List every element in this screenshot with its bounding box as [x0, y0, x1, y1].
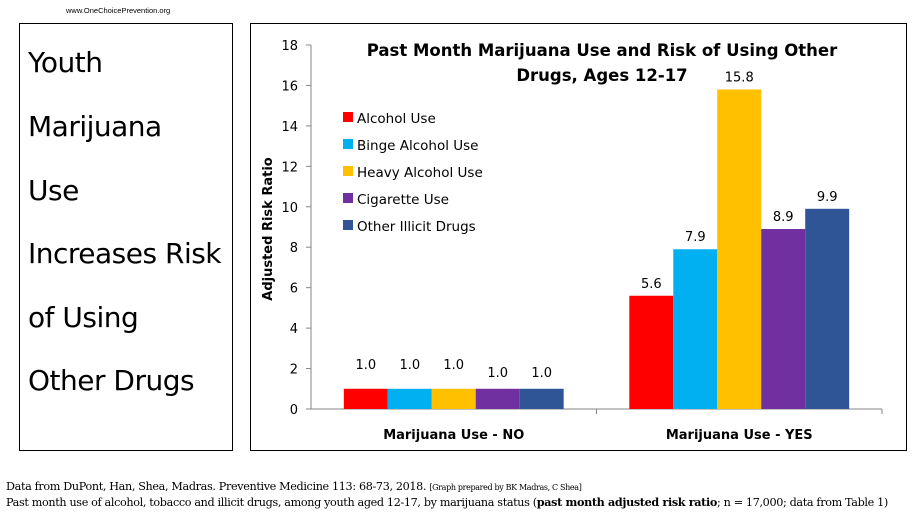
data-labels: 1.0 1.0 1.0 1.0 1.0 5.6 7.9 15.8 8.9 9.9: [355, 70, 837, 380]
y-tick-label: 16: [281, 79, 298, 94]
headline-line: Marijuana: [28, 110, 162, 143]
data-label: 1.0: [487, 366, 508, 381]
y-tick-label: 2: [290, 363, 298, 378]
y-tick-label: 18: [281, 39, 298, 54]
citation-description: Past month use of alcohol, tobacco and i…: [6, 496, 537, 509]
y-tick-label: 10: [281, 201, 298, 216]
legend-swatch: [343, 112, 353, 122]
legend: Alcohol Use Binge Alcohol Use Heavy Alcoho…: [343, 111, 483, 235]
y-tick-label: 12: [281, 160, 298, 175]
headline-line: of Using: [28, 301, 139, 334]
legend-swatch: [343, 166, 353, 176]
chart-title: Past Month Marijuana Use and Risk of Usi…: [367, 41, 838, 60]
x-category-label: Marijuana Use - YES: [666, 428, 813, 443]
bar: [629, 295, 674, 409]
data-label: 15.8: [725, 70, 754, 85]
data-label: 1.0: [355, 358, 376, 373]
citation-line-2: Past month use of alcohol, tobacco and i…: [6, 495, 911, 510]
y-tick-label: 8: [290, 241, 298, 256]
website-url: www.OneChoicePrevention.org: [66, 6, 171, 15]
bar: [343, 388, 388, 409]
citation-credit: [Graph prepared by BK Madras, C Shea]: [429, 483, 582, 492]
citation-footer: Data from DuPont, Han, Shea, Madras. Pre…: [6, 479, 911, 510]
data-label: 7.9: [685, 230, 706, 245]
bar: [717, 89, 762, 409]
legend-label: Other Illicit Drugs: [357, 219, 476, 235]
data-label: 1.0: [443, 358, 464, 373]
headline-line: Use: [28, 174, 79, 207]
legend-label: Alcohol Use: [357, 111, 436, 127]
y-tick-label: 0: [290, 403, 298, 418]
citation-line-1: Data from DuPont, Han, Shea, Madras. Pre…: [6, 479, 911, 495]
data-label: 9.9: [817, 190, 838, 205]
legend-swatch: [343, 220, 353, 230]
headline-panel: Youth Marijuana Use Increases Risk of Us…: [19, 23, 233, 451]
headline-line: Youth: [28, 46, 103, 79]
citation-source: Data from DuPont, Han, Shea, Madras. Pre…: [6, 480, 430, 493]
bar: [805, 208, 850, 409]
bar: [475, 388, 520, 409]
data-label: 1.0: [399, 358, 420, 373]
legend-label: Binge Alcohol Use: [357, 138, 478, 154]
bar: [431, 388, 476, 409]
chart-title: Drugs, Ages 12-17: [516, 66, 687, 85]
bars: [343, 89, 850, 409]
headline-line: Other Drugs: [28, 364, 195, 397]
x-category-label: Marijuana Use - NO: [383, 428, 524, 443]
bar: [673, 249, 718, 409]
bar: [519, 388, 564, 409]
data-label: 5.6: [641, 277, 662, 292]
y-tick-label: 4: [290, 322, 298, 337]
y-axis-label: Adjusted Risk Ratio: [261, 157, 276, 301]
citation-emphasis: past month adjusted risk ratio: [536, 495, 718, 509]
bar: [387, 388, 432, 409]
legend-swatch: [343, 193, 353, 203]
headline-line: Increases Risk: [28, 237, 222, 270]
legend-label: Cigarette Use: [357, 192, 449, 208]
y-tick-label: 14: [281, 120, 298, 135]
y-tick-label: 6: [290, 282, 298, 297]
data-label: 1.0: [531, 366, 552, 381]
legend-swatch: [343, 139, 353, 149]
data-label: 8.9: [773, 210, 794, 225]
bar: [761, 229, 806, 409]
citation-description-end: ; n = 17,000; data from Table 1): [717, 496, 888, 509]
legend-label: Heavy Alcohol Use: [357, 165, 483, 181]
chart-panel: [250, 23, 907, 451]
